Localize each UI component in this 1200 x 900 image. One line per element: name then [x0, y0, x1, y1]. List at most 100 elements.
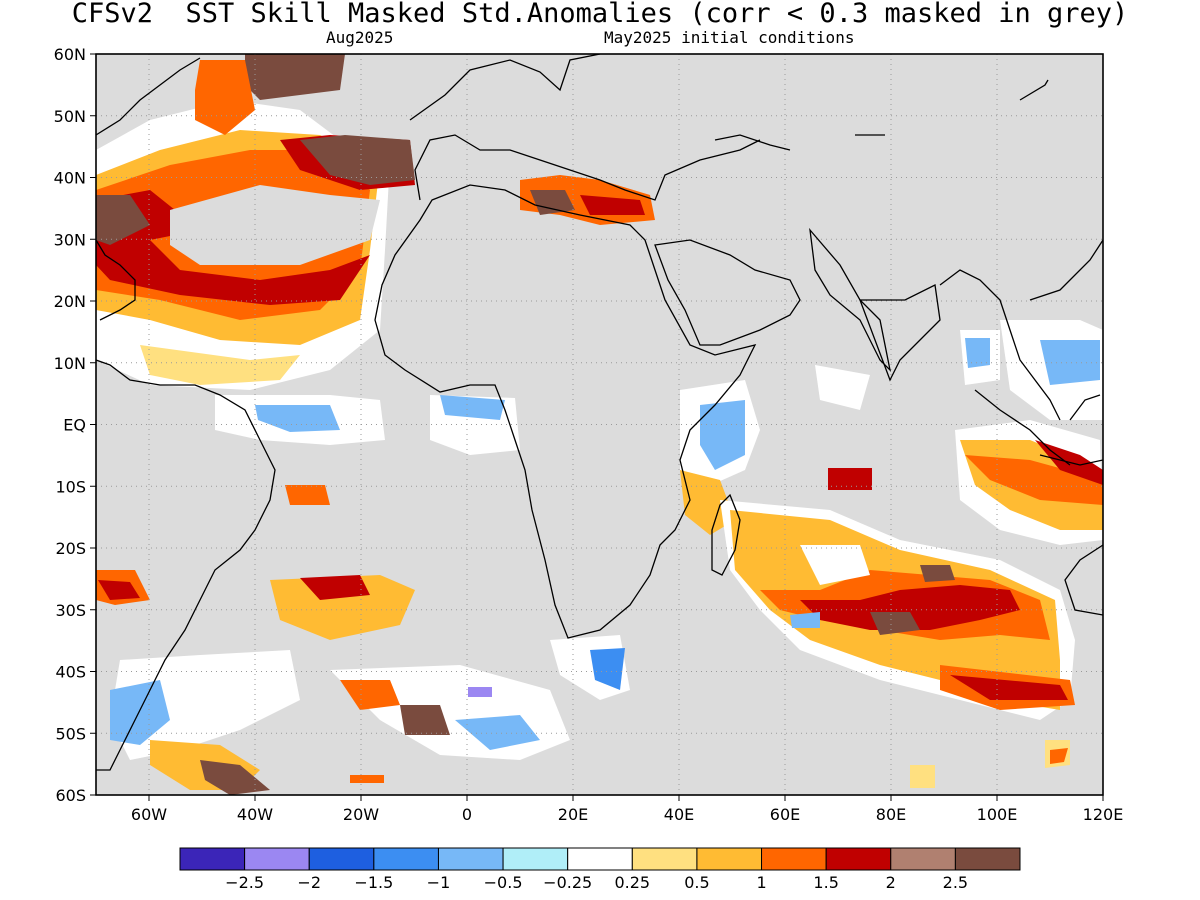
lon-tick-label: 40E	[664, 805, 694, 824]
anomaly-patch	[110, 650, 300, 760]
anomaly-patch	[815, 365, 870, 410]
color-legend: −2.5 −2 −1.5 −1 −0.5 −0.25 0.25 0.5 1 1.5 2 2.5	[179, 847, 1021, 892]
anomaly-patch	[200, 760, 270, 795]
coastline-europe	[409, 54, 601, 121]
legend-swatch	[696, 847, 763, 871]
anomaly-patch	[950, 675, 1068, 700]
anomaly-patch	[800, 585, 1020, 630]
coastline-europe	[414, 134, 761, 201]
lon-tick-label: 80E	[876, 805, 906, 824]
lat-tick-label: EQ	[63, 416, 86, 435]
lat-tick-label: 20N	[54, 292, 86, 311]
anomaly-patch	[965, 338, 990, 368]
anomaly-patch	[965, 455, 1103, 505]
legend-swatch	[890, 847, 956, 871]
legend-swatch	[761, 847, 827, 871]
legend-label: 0.25	[614, 873, 650, 892]
coastline-asia	[1029, 239, 1103, 301]
coastline-india	[859, 284, 941, 382]
legend-label: −1	[427, 873, 451, 892]
anomaly-patch	[285, 485, 330, 505]
coastline-americas	[96, 57, 201, 136]
legend-label: 0.5	[684, 873, 709, 892]
coastline-asia	[714, 134, 791, 151]
lat-tick-label: 30S	[55, 601, 86, 620]
lon-tick-label: 120E	[1083, 805, 1124, 824]
anomaly-patch	[245, 54, 345, 100]
coastline-africa	[374, 184, 757, 639]
lat-tick-label: 50S	[55, 724, 86, 743]
anomaly-field	[96, 54, 1103, 795]
anomaly-patch	[700, 400, 745, 470]
initial-conditions: May2025 initial conditions	[604, 28, 855, 47]
lat-tick-label: 20S	[55, 539, 86, 558]
anomaly-patch	[870, 612, 920, 635]
lat-tick-label: 50N	[54, 107, 86, 126]
legend-swatch	[631, 847, 698, 871]
anomaly-patch	[96, 195, 150, 245]
forecast-month: Aug2025	[326, 28, 394, 47]
anomaly-patch	[96, 190, 370, 305]
lat-tick-label: 40N	[54, 169, 86, 188]
coastline-australia	[1064, 544, 1103, 616]
anomaly-patch	[340, 680, 400, 710]
latitude-axis: 60N 50N 40N 30N 20N 10N EQ 10S 20S 30S 40S 50S 60S	[54, 45, 96, 805]
coastline-madagascar	[711, 493, 741, 576]
coastline-asia	[1069, 394, 1101, 421]
legend-swatch	[308, 847, 375, 871]
anomaly-patch	[468, 687, 492, 697]
anomaly-patch	[920, 565, 955, 582]
anomaly-patch	[350, 775, 384, 783]
map-title: CFSv2 SST Skill Masked Std.Anomalies (co…	[71, 0, 1129, 29]
legend-swatch	[954, 847, 1021, 871]
lon-tick-label: 0	[462, 805, 472, 824]
legend-label: −1.5	[354, 873, 393, 892]
anomaly-patch	[790, 612, 820, 628]
lon-tick-label: 60E	[770, 805, 800, 824]
anomaly-patch	[530, 190, 575, 215]
lat-tick-label: 30N	[54, 230, 86, 249]
anomaly-patch	[270, 575, 415, 640]
legend-label: −2	[297, 873, 321, 892]
legend-label: 2	[886, 873, 896, 892]
anomaly-patch	[590, 648, 625, 690]
legend-swatch	[502, 847, 569, 871]
lat-tick-label: 40S	[55, 663, 86, 682]
legend-swatch	[437, 847, 504, 871]
lon-tick-label: 40W	[237, 805, 273, 824]
legend-label: −2.5	[225, 873, 264, 892]
anomaly-patch	[440, 395, 505, 420]
anomaly-patch	[300, 575, 370, 600]
coastlines	[96, 54, 1103, 771]
anomaly-patch	[110, 680, 170, 745]
legend-swatch	[825, 847, 892, 871]
legend-label: −0.25	[543, 873, 592, 892]
anomaly-patch	[300, 135, 415, 185]
anomaly-patch	[98, 580, 140, 600]
legend-label: 1	[756, 873, 766, 892]
coastline-asia	[974, 389, 1071, 466]
coastline-arabia	[654, 239, 801, 346]
gridlines	[96, 54, 1103, 795]
coastline-asia	[939, 269, 1061, 421]
anomaly-patch	[170, 185, 380, 265]
lat-tick-label: 10S	[55, 477, 86, 496]
anomaly-patch	[580, 195, 645, 215]
legend-label: −0.5	[484, 873, 523, 892]
coastline-americas	[96, 359, 276, 771]
anomaly-patch	[195, 60, 255, 135]
anomaly-patch	[1050, 748, 1068, 764]
anomaly-patch	[140, 345, 300, 385]
anomaly-patch	[1040, 340, 1100, 385]
lat-tick-label: 10N	[54, 354, 86, 373]
coastline-asia	[1039, 454, 1103, 466]
legend-swatch	[567, 847, 633, 871]
lon-tick-label: 100E	[977, 805, 1018, 824]
lon-tick-label: 20W	[343, 805, 379, 824]
lat-tick-label: 60N	[54, 45, 86, 64]
legend-swatch	[244, 847, 310, 871]
lon-tick-label: 60W	[131, 805, 167, 824]
legend-label: 2.5	[943, 873, 968, 892]
anomaly-patch	[400, 705, 450, 735]
